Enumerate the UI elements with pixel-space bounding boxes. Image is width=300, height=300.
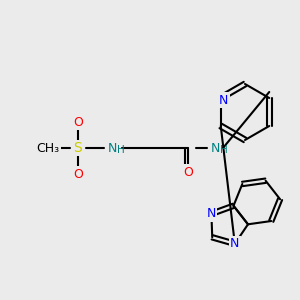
Text: O: O xyxy=(73,167,83,181)
Text: CH₃: CH₃ xyxy=(36,142,60,154)
Text: N: N xyxy=(210,142,220,154)
Text: N: N xyxy=(107,142,117,154)
Text: S: S xyxy=(74,141,82,155)
Text: N: N xyxy=(207,207,216,220)
Text: O: O xyxy=(73,116,83,128)
Text: N: N xyxy=(230,237,239,250)
Text: N: N xyxy=(219,94,228,106)
Text: H: H xyxy=(117,145,125,155)
Text: H: H xyxy=(220,145,228,155)
Text: O: O xyxy=(183,166,193,178)
